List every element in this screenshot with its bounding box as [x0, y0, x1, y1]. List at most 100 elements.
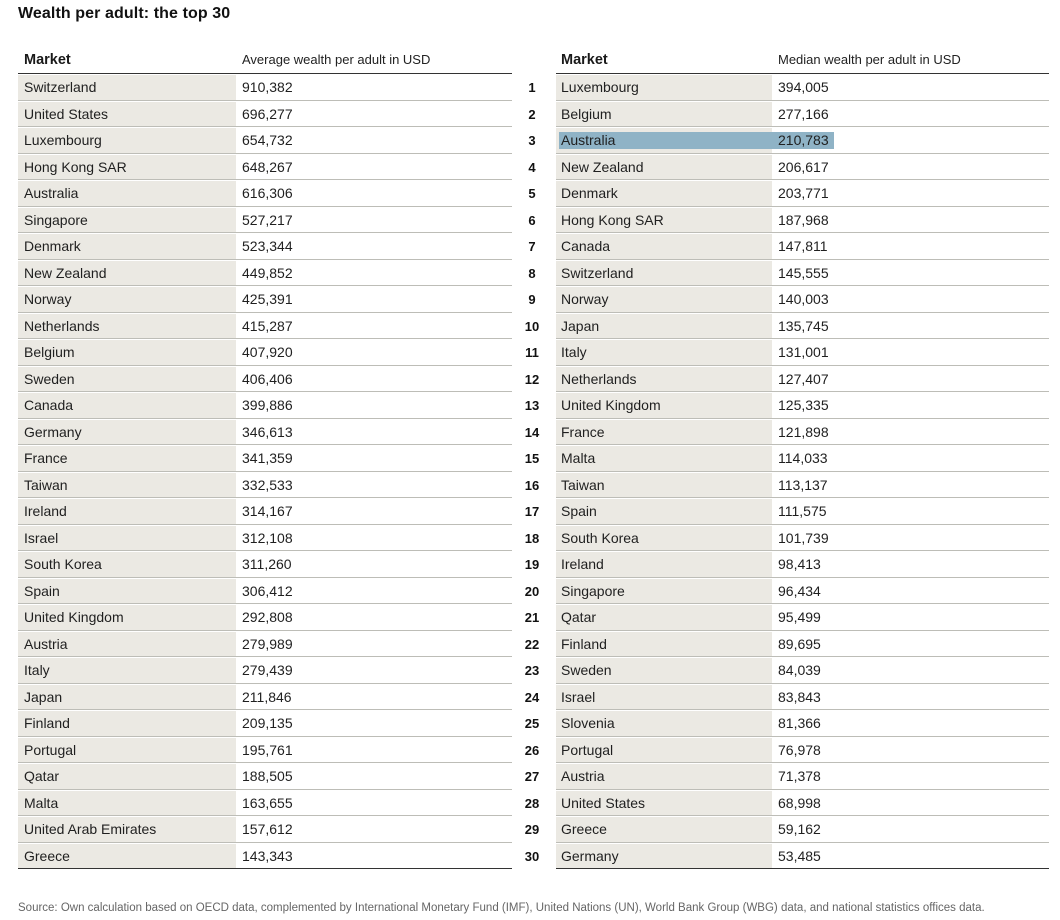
- rank-number: 15: [524, 451, 540, 466]
- row-divider-left: [18, 523, 512, 525]
- row-divider-left: [18, 470, 512, 472]
- row-divider-right: [556, 841, 1049, 843]
- median-wealth-value: 187,968: [778, 211, 829, 228]
- rank-number: 3: [528, 133, 536, 148]
- median-market-name: Slovenia: [561, 715, 615, 731]
- average-wealth-value: 311,260: [242, 556, 292, 572]
- table-row: Greece 143,343 30 Germany 53,485: [0, 843, 1060, 869]
- rank-number: 14: [524, 424, 540, 440]
- average-market-name: Belgium: [24, 344, 75, 360]
- median-wealth-value: 140,003: [778, 291, 829, 307]
- rank-number: 30: [524, 848, 540, 864]
- median-wealth-value: 76,978: [778, 741, 821, 758]
- average-market-name: Qatar: [24, 768, 60, 784]
- average-wealth-value: 211,846: [242, 688, 292, 705]
- left-market-cell-bg: [18, 843, 236, 868]
- average-wealth-value: 648,267: [242, 158, 293, 175]
- row-divider-right: [556, 603, 1049, 604]
- median-market-name: Ireland: [561, 556, 604, 572]
- median-wealth-value: 84,039: [778, 662, 821, 678]
- median-market-name: Germany: [561, 847, 619, 864]
- median-market-name: Qatar: [561, 609, 597, 625]
- table-row: Qatar 188,505 27 Austria 71,378: [0, 763, 1060, 790]
- row-divider-right: [556, 470, 1049, 472]
- median-wealth-value: 95,499: [778, 609, 821, 625]
- table-row: Austria 279,989 22 Finland 89,695: [0, 631, 1060, 657]
- table-row: Belgium 407,920 11 Italy 131,001: [0, 339, 1060, 366]
- left-market-header: Market: [24, 52, 71, 68]
- average-market-name: Japan: [24, 688, 63, 705]
- row-divider-right: [556, 152, 1049, 154]
- table-row: Canada 399,886 13 United Kingdom 125,335: [0, 392, 1060, 419]
- right-market-cell-bg: [556, 472, 772, 497]
- table-row: Norway 425,391 9 Norway 140,003: [0, 286, 1060, 313]
- row-divider-left: [18, 285, 512, 286]
- rank-number: 25: [524, 716, 540, 731]
- average-market-name: Spain: [24, 582, 60, 599]
- row-divider-left: [18, 311, 512, 313]
- average-market-name: Netherlands: [24, 317, 100, 334]
- left-market-cell-bg: [18, 631, 236, 656]
- row-divider-left: [18, 364, 512, 366]
- table-row: Italy 279,439 23 Sweden 84,039: [0, 657, 1060, 684]
- row-divider-right: [556, 523, 1049, 525]
- table-row: Singapore 527,217 6 Hong Kong SAR 187,968: [0, 207, 1060, 233]
- left-market-cell-bg: [18, 525, 236, 550]
- median-wealth-value: 131,001: [778, 344, 829, 360]
- average-wealth-value: 341,359: [242, 450, 293, 466]
- right-market-cell-bg: [556, 552, 772, 577]
- median-market-name: Australia: [561, 132, 616, 148]
- rank-number: 12: [524, 371, 540, 387]
- right-market-cell-bg: [556, 75, 772, 100]
- row-divider-left: [18, 205, 512, 207]
- median-wealth-value: 127,407: [778, 370, 829, 387]
- median-wealth-value: 394,005: [778, 79, 829, 95]
- table-row: Spain 306,412 20 Singapore 96,434: [0, 578, 1060, 604]
- table-row: Germany 346,613 14 France 121,898: [0, 419, 1060, 445]
- row-divider-right: [556, 338, 1049, 339]
- average-wealth-value: 407,920: [242, 344, 293, 360]
- left-market-cell-bg: [18, 340, 236, 365]
- median-wealth-value: 53,485: [778, 847, 821, 864]
- average-wealth-value: 188,505: [242, 768, 293, 784]
- left-market-cell-bg: [18, 207, 236, 232]
- left-market-cell-bg: [18, 101, 236, 126]
- median-market-name: United States: [561, 794, 646, 811]
- table-row: Hong Kong SAR 648,267 4 New Zealand 206,617: [0, 154, 1060, 180]
- left-table-header: Market Average wealth per adult in USD: [0, 50, 530, 72]
- average-market-name: Hong Kong SAR: [24, 158, 127, 175]
- row-divider-right: [556, 444, 1049, 445]
- right-market-cell-bg: [556, 711, 772, 736]
- average-wealth-value: 279,989: [242, 635, 293, 652]
- median-market-name: Norway: [561, 291, 609, 307]
- rank-number: 6: [528, 212, 536, 228]
- average-wealth-value: 292,808: [242, 609, 293, 625]
- median-market-name: Malta: [561, 450, 596, 466]
- average-wealth-value: 696,277: [242, 105, 293, 122]
- rank-number: 28: [524, 795, 540, 811]
- table-row: Switzerland 910,382 1 Luxembourg 394,005: [0, 74, 1060, 101]
- average-wealth-value: 415,287: [242, 317, 293, 334]
- row-divider-left: [18, 682, 512, 684]
- median-wealth-value: 101,739: [778, 529, 829, 546]
- median-wealth-value: 96,434: [778, 582, 821, 599]
- rank-number: 19: [524, 557, 540, 572]
- average-market-name: Singapore: [24, 211, 88, 228]
- row-divider-left: [18, 815, 512, 816]
- row-divider-left: [18, 841, 512, 843]
- average-market-name: New Zealand: [24, 264, 107, 281]
- right-market-cell-bg: [556, 525, 772, 550]
- ranking-table: Switzerland 910,382 1 Luxembourg 394,005 Unit…: [0, 74, 1060, 869]
- table-row: Finland 209,135 25 Slovenia 81,366: [0, 710, 1060, 737]
- left-market-cell-bg: [18, 75, 236, 100]
- row-divider-right: [556, 179, 1049, 180]
- median-wealth-header: Median wealth per adult in USD: [778, 52, 961, 67]
- median-wealth-value: 210,783: [778, 132, 829, 148]
- average-market-name: France: [24, 450, 68, 466]
- right-market-cell-bg: [556, 287, 772, 312]
- left-market-cell-bg: [18, 366, 236, 391]
- row-divider-right: [556, 815, 1049, 816]
- median-market-name: Japan: [561, 317, 600, 334]
- rank-number: 8: [528, 265, 536, 281]
- right-market-cell-bg: [556, 234, 772, 259]
